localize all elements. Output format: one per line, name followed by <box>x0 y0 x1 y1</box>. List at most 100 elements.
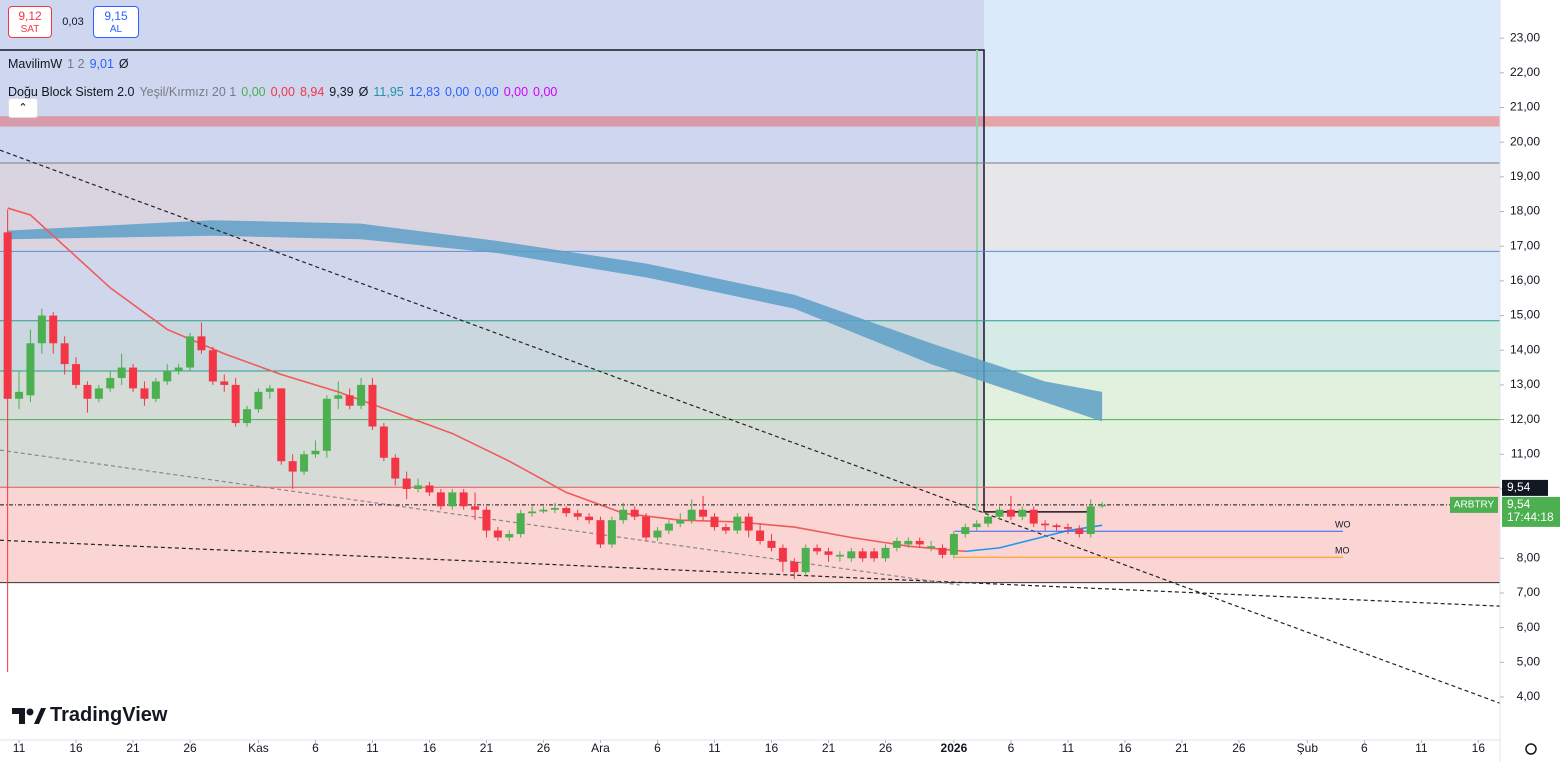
y-tick-label: 14,00 <box>1510 342 1540 356</box>
candle-body <box>129 367 138 389</box>
candle-body <box>699 509 708 517</box>
mark-label: MO <box>1335 546 1350 556</box>
x-tick-label: 6 <box>654 741 661 755</box>
candle-body <box>1086 506 1095 535</box>
price-zone <box>0 116 1500 127</box>
x-tick-label: 21 <box>126 741 140 755</box>
plot: WO MO <box>0 0 1500 704</box>
sell-price: 9,12 <box>18 9 42 23</box>
trendline <box>0 149 1500 704</box>
x-tick-label: Kas <box>248 741 269 755</box>
x-tick-label: Ara <box>591 741 610 755</box>
candle-body <box>607 520 616 545</box>
candle-body <box>835 554 844 557</box>
buy-button[interactable]: 9,15 AL <box>93 6 139 38</box>
candle-body <box>938 547 947 555</box>
x-tick-label: 21 <box>822 741 836 755</box>
candle-body <box>243 409 252 424</box>
x-tick-label: 26 <box>1232 741 1246 755</box>
y-tick-label: 6,00 <box>1517 620 1541 634</box>
countdown-label: 17:44:18 <box>1507 510 1554 524</box>
legend-row: Doğu Block Sistem 2.0 Yeşil/Kırmızı 20 1 0… <box>8 78 562 106</box>
candle-body <box>482 509 491 531</box>
x-tick-label: 26 <box>879 741 893 755</box>
candle-body <box>630 509 639 517</box>
candle-body <box>436 492 445 507</box>
candle-body <box>984 516 993 524</box>
candle-body <box>881 547 890 559</box>
cloud <box>7 220 1103 422</box>
x-tick-label: 11 <box>1415 741 1428 755</box>
candle-body <box>1018 509 1027 517</box>
x-tick-label: 11 <box>1062 741 1075 755</box>
y-tick-label: 21,00 <box>1510 100 1540 114</box>
trendline <box>0 539 1500 607</box>
price-axis-bg <box>1500 0 1562 762</box>
candle-body <box>151 381 160 399</box>
spread: 0,03 <box>62 16 84 28</box>
x-tick-label: 6 <box>1361 741 1368 755</box>
time-axis-bg <box>0 740 1500 762</box>
candle-body <box>163 371 172 382</box>
candle-body <box>870 551 879 559</box>
candle-body <box>1075 528 1084 535</box>
y-tick-label: 4,00 <box>1517 689 1541 703</box>
legend-item: 9,39 <box>329 85 354 99</box>
candle-body <box>368 384 377 427</box>
sell-button[interactable]: 9,12 SAT <box>8 6 52 38</box>
candle-body <box>516 513 525 535</box>
candle-body <box>117 367 126 378</box>
candle-body <box>539 509 548 512</box>
x-tick-label: 16 <box>1118 741 1132 755</box>
y-tick-label: 5,00 <box>1517 654 1541 668</box>
legend-item: 0,00 <box>270 85 295 99</box>
candle-body <box>26 343 35 396</box>
candle-body <box>1098 504 1107 507</box>
candle-body <box>379 426 388 458</box>
legend-item: Doğu Block Sistem 2.0 <box>8 85 135 99</box>
y-tick-label: 20,00 <box>1510 134 1540 148</box>
candle-body <box>402 478 411 489</box>
legend-item: 12,83 <box>408 85 441 99</box>
legend-item: Yeşil/Kırmızı 20 1 <box>139 85 237 99</box>
x-tick-label: 21 <box>1175 741 1189 755</box>
candle-body <box>573 513 582 517</box>
legend-item: 11,95 <box>373 85 404 99</box>
candle-body <box>311 450 320 455</box>
candle-body <box>357 384 366 406</box>
price-zone <box>0 0 1500 163</box>
candle-body <box>1052 525 1061 528</box>
y-tick-label: 12,00 <box>1510 412 1540 426</box>
candle-body <box>277 388 286 462</box>
legend-item: 0,00 <box>445 85 470 99</box>
symbol-label: ARBTRY <box>1454 500 1495 511</box>
y-tick-label: 8,00 <box>1517 550 1541 564</box>
candle-body <box>687 509 696 521</box>
last-price-box <box>1502 496 1560 527</box>
watermark: TradingView <box>12 704 167 727</box>
candle-body <box>995 509 1004 517</box>
settings-icon[interactable] <box>1525 743 1537 755</box>
x-tick-label: 21 <box>480 741 494 755</box>
x-tick-label: 6 <box>1008 741 1015 755</box>
candle-body <box>448 492 457 507</box>
candle-body <box>1006 509 1015 517</box>
candle-body <box>1029 509 1038 524</box>
x-tick-label: 16 <box>765 741 779 755</box>
candle-body <box>961 527 970 535</box>
buy-price: 9,15 <box>104 9 128 23</box>
candle-body <box>653 530 662 538</box>
sell-label: SAT <box>20 24 40 35</box>
price-zone <box>0 487 1500 583</box>
watermark-logo <box>12 707 46 724</box>
x-tick-label: 26 <box>537 741 551 755</box>
legend-item: 0,00 <box>474 85 499 99</box>
candle-body <box>676 520 685 524</box>
candle-body <box>550 508 559 510</box>
collapse-button[interactable]: ⌃ <box>8 98 38 118</box>
trendline <box>0 449 960 586</box>
last-price-label: 9,54 <box>1507 497 1531 511</box>
candle-body <box>186 336 195 368</box>
price-label-box <box>1502 479 1548 496</box>
candle-body <box>106 377 115 389</box>
